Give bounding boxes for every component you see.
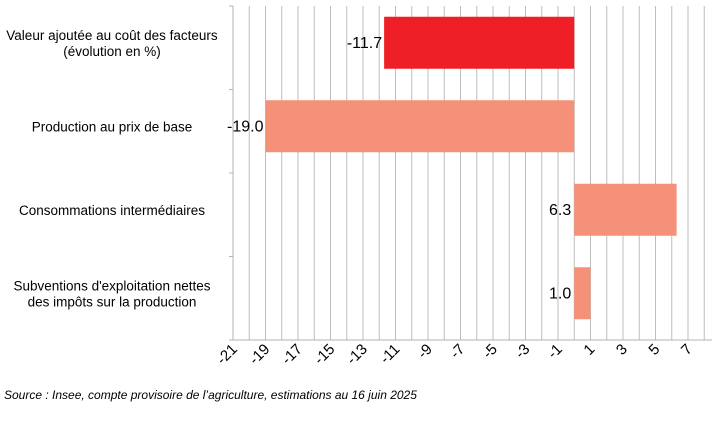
- x-tick-label: -11: [377, 341, 404, 368]
- x-tick-label: -21: [213, 341, 240, 368]
- bar: [574, 267, 591, 320]
- x-tick-label: -5: [479, 341, 500, 362]
- x-tick-label: -17: [278, 341, 305, 368]
- category-label-line: Consommations intermédiaires: [19, 203, 205, 218]
- x-tick-label: -3: [512, 341, 533, 362]
- x-tick-label: 5: [645, 341, 663, 359]
- category-label: Production au prix de base: [32, 119, 193, 134]
- value-label: -19.0: [227, 118, 264, 135]
- bar: [384, 16, 575, 69]
- category-label-line: (évolution en %): [63, 44, 161, 59]
- value-label: 1.0: [549, 285, 571, 302]
- category-label-line: Subventions d'exploitation nettes: [14, 278, 211, 293]
- x-tick-label: -15: [311, 341, 338, 368]
- category-label: Subventions d'exploitation nettes des imp…: [14, 278, 211, 309]
- x-tick-label: -13: [343, 341, 370, 368]
- value-label: 6.3: [549, 202, 571, 219]
- x-tick-label: -19: [246, 341, 273, 368]
- x-tick-label: -1: [544, 341, 565, 362]
- x-tick-label: -7: [447, 341, 468, 362]
- value-label: -11.7: [347, 35, 382, 52]
- bar: [574, 183, 677, 236]
- bar-chart: -11.7 Valeur ajoutée au coût des facteurs…: [6, 5, 712, 368]
- category-label: Valeur ajoutée au coût des facteurs (évol…: [6, 28, 218, 59]
- x-tick-label: 7: [678, 341, 696, 359]
- x-tick-label: 3: [613, 341, 631, 359]
- category-label: Consommations intermédiaires: [19, 203, 205, 218]
- source-note: Source : Insee, compte provisoire de l’a…: [4, 388, 417, 402]
- category-label-line: Production au prix de base: [32, 119, 193, 134]
- x-tick-label: -9: [414, 341, 435, 362]
- category-label-line: Valeur ajoutée au coût des facteurs: [6, 28, 218, 43]
- x-tick-label: 1: [580, 341, 598, 359]
- category-label-line: des impôts sur la production: [28, 294, 197, 309]
- bar: [265, 100, 575, 153]
